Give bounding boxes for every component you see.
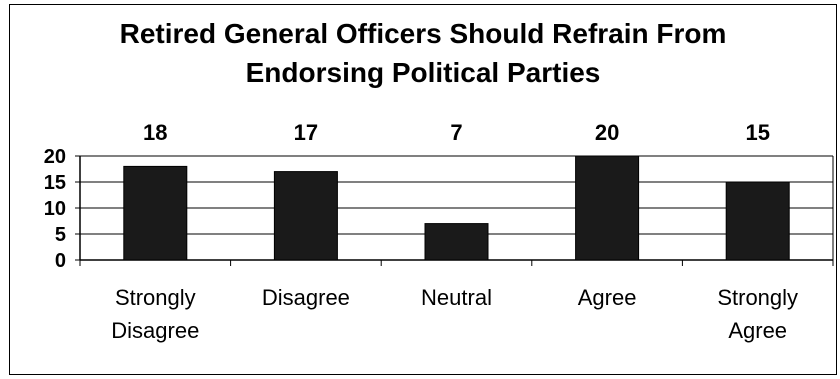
category-label: Disagree: [262, 285, 350, 310]
category-label: Disagree: [111, 318, 199, 343]
category-label: Agree: [728, 318, 787, 343]
chart-title: Retired General Officers Should Refrain …: [9, 14, 837, 92]
data-label: 20: [595, 120, 619, 145]
category-label: Strongly: [717, 285, 798, 310]
y-tick-label: 0: [55, 250, 66, 272]
category-label: Strongly: [115, 285, 196, 310]
chart-title-line-2: Endorsing Political Parties: [245, 57, 601, 88]
data-label: 18: [143, 120, 167, 145]
data-label: 17: [294, 120, 318, 145]
y-tick-label: 5: [55, 224, 66, 246]
data-label: 15: [745, 120, 769, 145]
bar: [575, 155, 640, 261]
y-tick-label: 10: [44, 198, 66, 220]
category-label: Neutral: [421, 285, 492, 310]
y-tick-label: 15: [44, 172, 66, 194]
bar: [725, 181, 790, 261]
category-label: Agree: [578, 285, 637, 310]
data-label: 7: [450, 120, 462, 145]
bar: [273, 171, 338, 261]
bar: [123, 165, 188, 261]
y-tick-label: 20: [44, 146, 66, 168]
chart-title-line-1: Retired General Officers Should Refrain …: [119, 18, 727, 49]
bar: [424, 223, 489, 261]
